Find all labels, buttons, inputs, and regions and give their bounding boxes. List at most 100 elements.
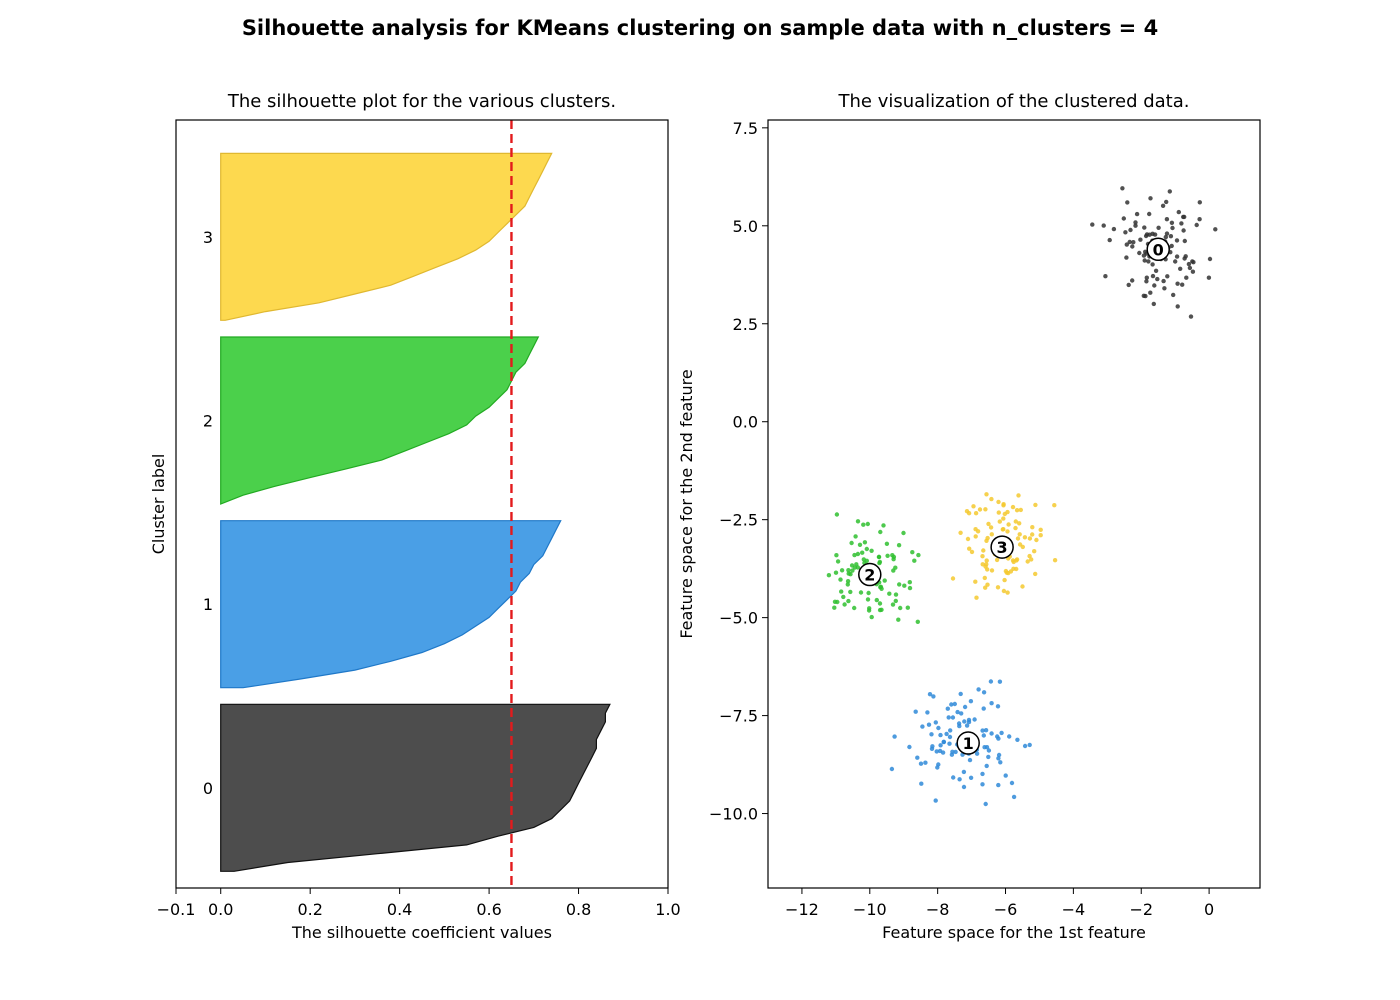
scatter-point-cluster-2 bbox=[896, 617, 901, 622]
scatter-point-cluster-1 bbox=[936, 762, 941, 767]
scatter-point-cluster-1 bbox=[964, 723, 970, 728]
scatter-point-cluster-1 bbox=[967, 757, 973, 763]
scatter-point-cluster-0 bbox=[1111, 226, 1117, 232]
scatter-point-cluster-1 bbox=[966, 717, 972, 723]
scatter-point-cluster-3 bbox=[997, 519, 1002, 524]
scatter-point-cluster-0 bbox=[1124, 255, 1129, 260]
scatter-point-cluster-0 bbox=[1124, 242, 1130, 247]
scatter-point-cluster-2 bbox=[869, 614, 874, 620]
scatter-point-cluster-1 bbox=[933, 720, 938, 725]
x-tick-label: 0.0 bbox=[208, 900, 233, 919]
scatter-point-cluster-0 bbox=[1169, 220, 1175, 225]
scatter-point-cluster-0 bbox=[1182, 238, 1188, 244]
scatter-point-cluster-2 bbox=[835, 559, 841, 564]
scatter-point-cluster-1 bbox=[998, 760, 1003, 765]
scatter-point-cluster-0 bbox=[1150, 262, 1155, 267]
scatter-point-cluster-3 bbox=[1015, 536, 1021, 541]
cluster-center-label-1: 1 bbox=[963, 734, 974, 753]
scatter-point-cluster-1 bbox=[989, 731, 994, 736]
scatter-point-cluster-0 bbox=[1143, 233, 1149, 239]
scatter-point-cluster-1 bbox=[1003, 773, 1008, 778]
scatter-point-cluster-0 bbox=[1176, 209, 1182, 215]
x-tick-label: −0.1 bbox=[157, 900, 196, 919]
scatter-point-cluster-3 bbox=[1010, 504, 1016, 510]
scatter-point-cluster-3 bbox=[1011, 559, 1016, 565]
scatter-point-cluster-2 bbox=[846, 598, 851, 604]
scatter-point-cluster-3 bbox=[973, 534, 978, 539]
scatter-point-cluster-0 bbox=[1120, 186, 1125, 191]
x-tick-label: −8 bbox=[926, 900, 950, 919]
scatter-point-cluster-0 bbox=[1127, 239, 1132, 245]
scatter-point-cluster-0 bbox=[1128, 227, 1133, 233]
scatter-point-cluster-0 bbox=[1169, 243, 1174, 249]
scatter-point-cluster-1 bbox=[962, 704, 968, 710]
scatter-point-cluster-0 bbox=[1148, 196, 1153, 201]
scatter-point-cluster-2 bbox=[826, 573, 832, 578]
scatter-point-cluster-1 bbox=[1015, 737, 1020, 742]
scatter-point-cluster-2 bbox=[891, 557, 896, 562]
cluster-label-1: 1 bbox=[203, 595, 213, 614]
silhouette-y-axis-label: Cluster label bbox=[149, 454, 168, 555]
scatter-axes-frame bbox=[767, 119, 1261, 889]
scatter-point-cluster-2 bbox=[852, 552, 857, 558]
scatter-point-cluster-2 bbox=[910, 550, 915, 555]
scatter-point-cluster-3 bbox=[994, 557, 1000, 563]
scatter-point-cluster-3 bbox=[989, 532, 994, 537]
scatter-point-cluster-1 bbox=[981, 733, 986, 738]
scatter-point-cluster-3 bbox=[977, 507, 983, 512]
scatter-point-cluster-3 bbox=[985, 535, 990, 541]
scatter-point-cluster-0 bbox=[1170, 225, 1175, 231]
scatter-point-cluster-3 bbox=[1004, 570, 1009, 575]
scatter-point-cluster-2 bbox=[832, 605, 837, 610]
scatter-point-cluster-0 bbox=[1103, 274, 1108, 279]
scatter-x-axis-label: Feature space for the 1st feature bbox=[882, 923, 1146, 942]
scatter-point-cluster-0 bbox=[1144, 279, 1149, 284]
y-tick-label: −2.5 bbox=[719, 511, 758, 530]
scatter-point-cluster-3 bbox=[1013, 525, 1018, 531]
scatter-point-cluster-0 bbox=[1107, 237, 1112, 243]
scatter-point-cluster-3 bbox=[1006, 522, 1011, 527]
scatter-point-cluster-2 bbox=[841, 594, 846, 600]
scatter-point-cluster-2 bbox=[915, 619, 920, 624]
scatter-point-cluster-3 bbox=[982, 575, 987, 581]
y-tick-label: −7.5 bbox=[719, 707, 758, 726]
scatter-point-cluster-3 bbox=[995, 585, 1001, 590]
scatter-point-cluster-3 bbox=[1005, 590, 1010, 595]
scatter-point-cluster-1 bbox=[968, 699, 974, 704]
scatter-point-cluster-1 bbox=[1009, 780, 1015, 786]
scatter-point-cluster-3 bbox=[1017, 521, 1022, 526]
scatter-point-cluster-1 bbox=[918, 761, 924, 766]
scatter-point-cluster-1 bbox=[968, 775, 974, 780]
scatter-point-cluster-1 bbox=[947, 741, 952, 746]
scatter-point-cluster-3 bbox=[1014, 508, 1020, 513]
scatter-point-cluster-1 bbox=[952, 701, 957, 707]
scatter-point-cluster-0 bbox=[1161, 278, 1166, 284]
silhouette-cluster-1 bbox=[220, 520, 562, 689]
scatter-point-cluster-2 bbox=[905, 605, 910, 610]
scatter-point-cluster-0 bbox=[1197, 200, 1203, 205]
scatter-point-cluster-1 bbox=[941, 739, 946, 744]
scatter-point-cluster-2 bbox=[916, 552, 921, 558]
scatter-point-cluster-0 bbox=[1178, 266, 1183, 271]
scatter-point-cluster-0 bbox=[1181, 214, 1186, 220]
scatter-point-cluster-1 bbox=[947, 734, 953, 740]
scatter-point-cluster-0 bbox=[1168, 234, 1174, 239]
scatter-point-cluster-2 bbox=[881, 523, 886, 528]
scatter-point-cluster-2 bbox=[846, 571, 851, 576]
scatter-point-cluster-0 bbox=[1183, 254, 1188, 259]
x-tick-label: 1.0 bbox=[655, 900, 680, 919]
y-tick-label: −5.0 bbox=[719, 609, 758, 628]
figure-title: Silhouette analysis for KMeans clusterin… bbox=[241, 16, 1159, 40]
scatter-point-cluster-2 bbox=[864, 546, 869, 552]
scatter-point-cluster-2 bbox=[890, 602, 896, 607]
scatter-point-cluster-2 bbox=[849, 563, 855, 568]
scatter-point-cluster-1 bbox=[981, 706, 986, 711]
scatter-point-cluster-3 bbox=[1052, 558, 1058, 563]
scatter-point-cluster-3 bbox=[1001, 516, 1006, 521]
scatter-point-cluster-0 bbox=[1213, 227, 1218, 232]
scatter-point-cluster-2 bbox=[833, 570, 839, 575]
scatter-point-cluster-2 bbox=[839, 589, 844, 594]
scatter-point-cluster-2 bbox=[878, 585, 883, 590]
scatter-point-cluster-0 bbox=[1133, 220, 1138, 225]
y-tick-label: 5.0 bbox=[733, 217, 758, 236]
